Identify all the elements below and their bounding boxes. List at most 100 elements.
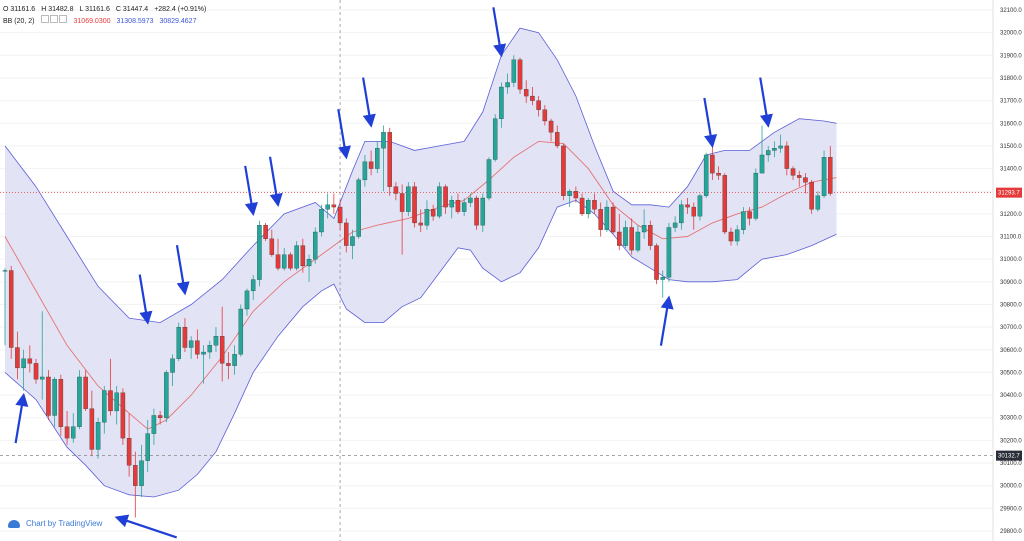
candle-body (430, 209, 436, 217)
candle-body (821, 157, 827, 196)
candle (356, 177, 361, 239)
candle (654, 243, 659, 285)
annotation-arrow (492, 7, 507, 58)
candle (554, 125, 560, 149)
candle (83, 370, 88, 411)
candle (46, 370, 51, 421)
candle (182, 318, 188, 353)
candle-body (523, 89, 529, 97)
candle-body (213, 336, 219, 346)
candle (362, 154, 368, 187)
candle-body (486, 159, 492, 199)
indicator-lower-value: 30829.4627 (159, 17, 197, 25)
candle-body (443, 186, 448, 208)
candle (325, 193, 330, 219)
candle (455, 193, 461, 214)
candle (275, 238, 281, 271)
candle (207, 340, 213, 359)
candle-body (269, 238, 275, 255)
price-axis[interactable]: 32100.0 32000.0 31900.0 31800.0 31700.0 31600… (992, 0, 1024, 541)
watermark-text: Chart by TradingView (26, 519, 103, 528)
candle (176, 322, 181, 362)
candle-body (666, 227, 672, 278)
annotation-arrow (703, 97, 718, 149)
candle-body (685, 204, 690, 208)
candle (170, 354, 175, 387)
candle (809, 179, 814, 214)
candle (759, 125, 765, 174)
candle-body (182, 326, 188, 348)
candle (399, 184, 405, 255)
candle (250, 275, 256, 300)
candle (480, 193, 486, 232)
eye-icon[interactable] (40, 15, 49, 23)
bollinger-band-fill (5, 28, 837, 497)
candle (58, 374, 64, 436)
price-tick-label: 30300.0 (1000, 416, 1022, 422)
candle-body (604, 206, 610, 230)
candle (52, 376, 57, 427)
candle (778, 134, 783, 153)
candle-body (617, 231, 622, 246)
candle-body (629, 227, 634, 251)
candle (517, 57, 523, 94)
candle-body (114, 392, 119, 412)
close-label: C 31447.4 (115, 6, 149, 13)
candle-body (58, 379, 64, 427)
candle-body (139, 460, 144, 486)
candle-body (530, 95, 535, 101)
candle (257, 220, 262, 287)
candle-body (536, 100, 541, 110)
candle (27, 345, 33, 373)
annotation-arrows (14, 7, 773, 539)
price-tick-label: 29900.0 (1000, 506, 1022, 512)
candle (319, 204, 324, 237)
candle (412, 182, 417, 228)
price-tick-label: 31100.0 (1000, 235, 1022, 241)
candle (300, 238, 306, 273)
candle-body (554, 132, 560, 147)
candle-body (381, 132, 386, 149)
candle-body (226, 363, 231, 366)
candle (542, 105, 548, 126)
candle (747, 207, 752, 226)
candle (331, 193, 337, 214)
indicator-controls[interactable] (40, 15, 68, 27)
candle (226, 352, 231, 380)
candle-body (188, 340, 194, 348)
candle-body (2, 270, 8, 272)
candle (461, 198, 467, 217)
candle-body (474, 197, 479, 226)
candle-body (710, 154, 715, 174)
tradingview-watermark[interactable]: Chart by TradingView (8, 519, 102, 528)
candle (784, 141, 790, 176)
candle-body (635, 231, 641, 251)
candle (406, 182, 411, 217)
candle-body (257, 225, 262, 280)
candle-body (461, 202, 467, 212)
last-price-badge: 31293.7 (998, 191, 1020, 197)
candle-body (722, 175, 728, 233)
close-icon[interactable] (58, 15, 67, 23)
candle-body (610, 206, 616, 233)
candle-body (393, 186, 399, 194)
candle-body (598, 209, 603, 230)
bollinger-lower-line (4, 199, 837, 498)
candle (33, 358, 39, 384)
settings-icon[interactable] (49, 15, 58, 23)
candle (89, 390, 95, 457)
candle-body (108, 390, 113, 412)
candle (157, 410, 163, 425)
candle-body (157, 415, 163, 418)
candle (685, 198, 690, 214)
candle (803, 173, 808, 194)
high-label: H 31482.8 (41, 6, 74, 13)
price-tick-label: 30100.0 (1000, 461, 1022, 467)
candle (710, 145, 715, 180)
open-value: 31161.6 (10, 6, 36, 13)
candle (164, 370, 169, 423)
candle-body (586, 200, 591, 215)
candle (424, 200, 430, 230)
candle-body (517, 59, 523, 90)
